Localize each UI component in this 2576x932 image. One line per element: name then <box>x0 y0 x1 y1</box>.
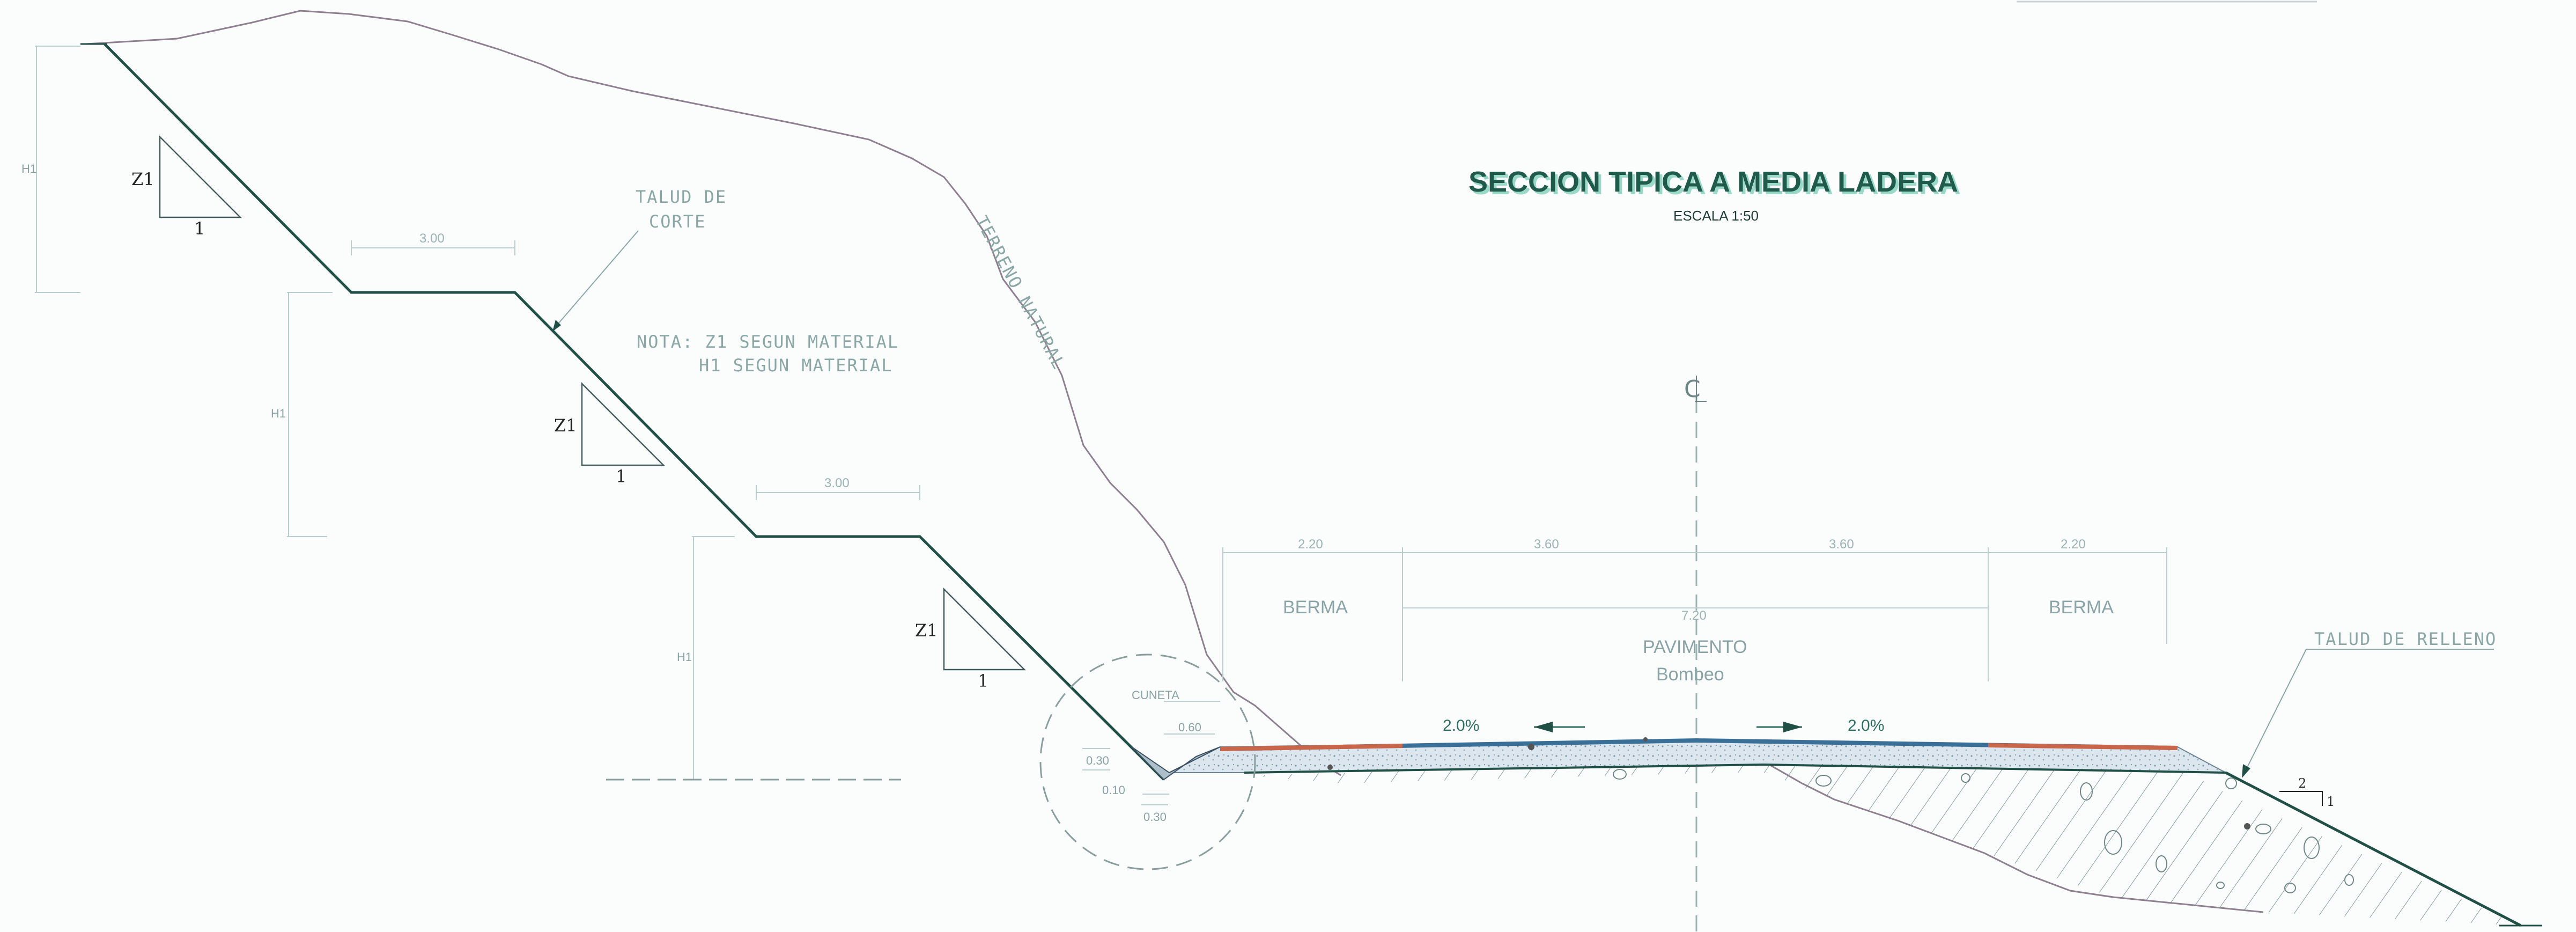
title-shadow: SECCION TIPICA A MEDIA LADERA <box>1471 168 1961 201</box>
ditch-detail-label: CUNETA <box>1132 688 1179 702</box>
slope-triangle-1: Z1 1 <box>131 135 242 239</box>
centerline-symbol: C <box>1684 376 1707 403</box>
fill-slope-arrowhead <box>2242 764 2250 778</box>
total-width: 7.20 <box>1681 608 1707 623</box>
pavimento-label: PAVIMENTO <box>1643 637 1747 657</box>
slope-triangle-3: Z1 1 <box>915 587 1027 691</box>
ditch-depth: 0.30 <box>1086 754 1109 767</box>
pavement-surface <box>1220 738 2178 751</box>
ditch-top-width: 0.60 <box>1178 721 1201 734</box>
cut-slope-label-line2: CORTE <box>649 211 706 232</box>
cut-slope-leader <box>555 230 639 328</box>
svg-text:2: 2 <box>2298 776 2306 791</box>
svg-text:2.0%: 2.0% <box>1443 717 1479 735</box>
svg-text:1: 1 <box>978 671 988 691</box>
shoulder-right <box>1988 743 2178 750</box>
cut-slope-arrowhead <box>552 320 561 332</box>
h1-label-1: H1 <box>21 162 36 175</box>
svg-text:Z1: Z1 <box>131 169 154 189</box>
scale-label: ESCALA 1:50 <box>1673 208 1759 224</box>
svg-text:C: C <box>1684 376 1701 403</box>
crown-slope-left: 2.0% <box>1443 717 1585 735</box>
subgrade-line <box>1244 763 2226 774</box>
fill-embankment <box>1244 762 2521 926</box>
roadway-dimension-lines <box>1222 547 2167 681</box>
cut-slope-section-line <box>104 43 1165 781</box>
svg-text:Z1: Z1 <box>915 620 938 641</box>
svg-text:1: 1 <box>616 466 626 487</box>
fill-slope-leader <box>2244 649 2307 773</box>
bench-width-1: 3.00 <box>419 231 445 246</box>
ditch-detail-circle <box>1039 654 1256 870</box>
h1-dimensions <box>35 46 735 780</box>
h1-label-2: H1 <box>271 407 286 420</box>
lane-right-width: 3.60 <box>1829 537 1854 552</box>
natural-terrain-line <box>85 10 1341 776</box>
cut-slope-label-line1: TALUD DE <box>636 187 727 207</box>
berma-left-label: BERMA <box>1283 597 1348 618</box>
berma-left-width: 2.20 <box>1298 537 1323 552</box>
svg-text:2.0%: 2.0% <box>1848 717 1884 735</box>
ditch-base: 0.30 <box>1143 810 1167 824</box>
ditch-shape <box>1131 746 1221 781</box>
fill-dots <box>1327 737 2250 830</box>
fill-slope-label: TALUD DE RELLENO <box>2314 629 2497 649</box>
fill-stones <box>1613 769 2354 893</box>
terrain-label: TERRENO NATURAL <box>971 212 1069 373</box>
bench-dimensions <box>351 240 920 500</box>
ditch-bottom: 0.10 <box>1102 783 1125 797</box>
berma-right-width: 2.20 <box>2061 537 2086 552</box>
lane-left-width: 3.60 <box>1534 537 1559 552</box>
h1-label-3: H1 <box>677 650 692 664</box>
crown-slope-right: 2.0% <box>1756 717 1884 735</box>
svg-text:Z1: Z1 <box>554 415 577 436</box>
shoulder-left <box>1220 744 1403 751</box>
bombeo-label: Bombeo <box>1656 664 1724 685</box>
slope-triangle-2: Z1 1 <box>554 381 666 487</box>
note-line-2: H1 SEGUN MATERIAL <box>699 355 893 376</box>
svg-text:1: 1 <box>2327 794 2335 809</box>
svg-text:1: 1 <box>194 218 205 239</box>
ditch-dimension-lines <box>1082 701 1220 805</box>
fill-slope-line <box>2225 771 2522 927</box>
bench-width-2: 3.00 <box>824 476 850 490</box>
fill-slope-ratio: 2 1 <box>2279 776 2335 809</box>
berma-right-label: BERMA <box>2049 597 2114 618</box>
note-line-1: NOTA: Z1 SEGUN MATERIAL <box>637 332 899 352</box>
page-title: SECCION TIPICA A MEDIA LADERA <box>1468 166 1958 198</box>
